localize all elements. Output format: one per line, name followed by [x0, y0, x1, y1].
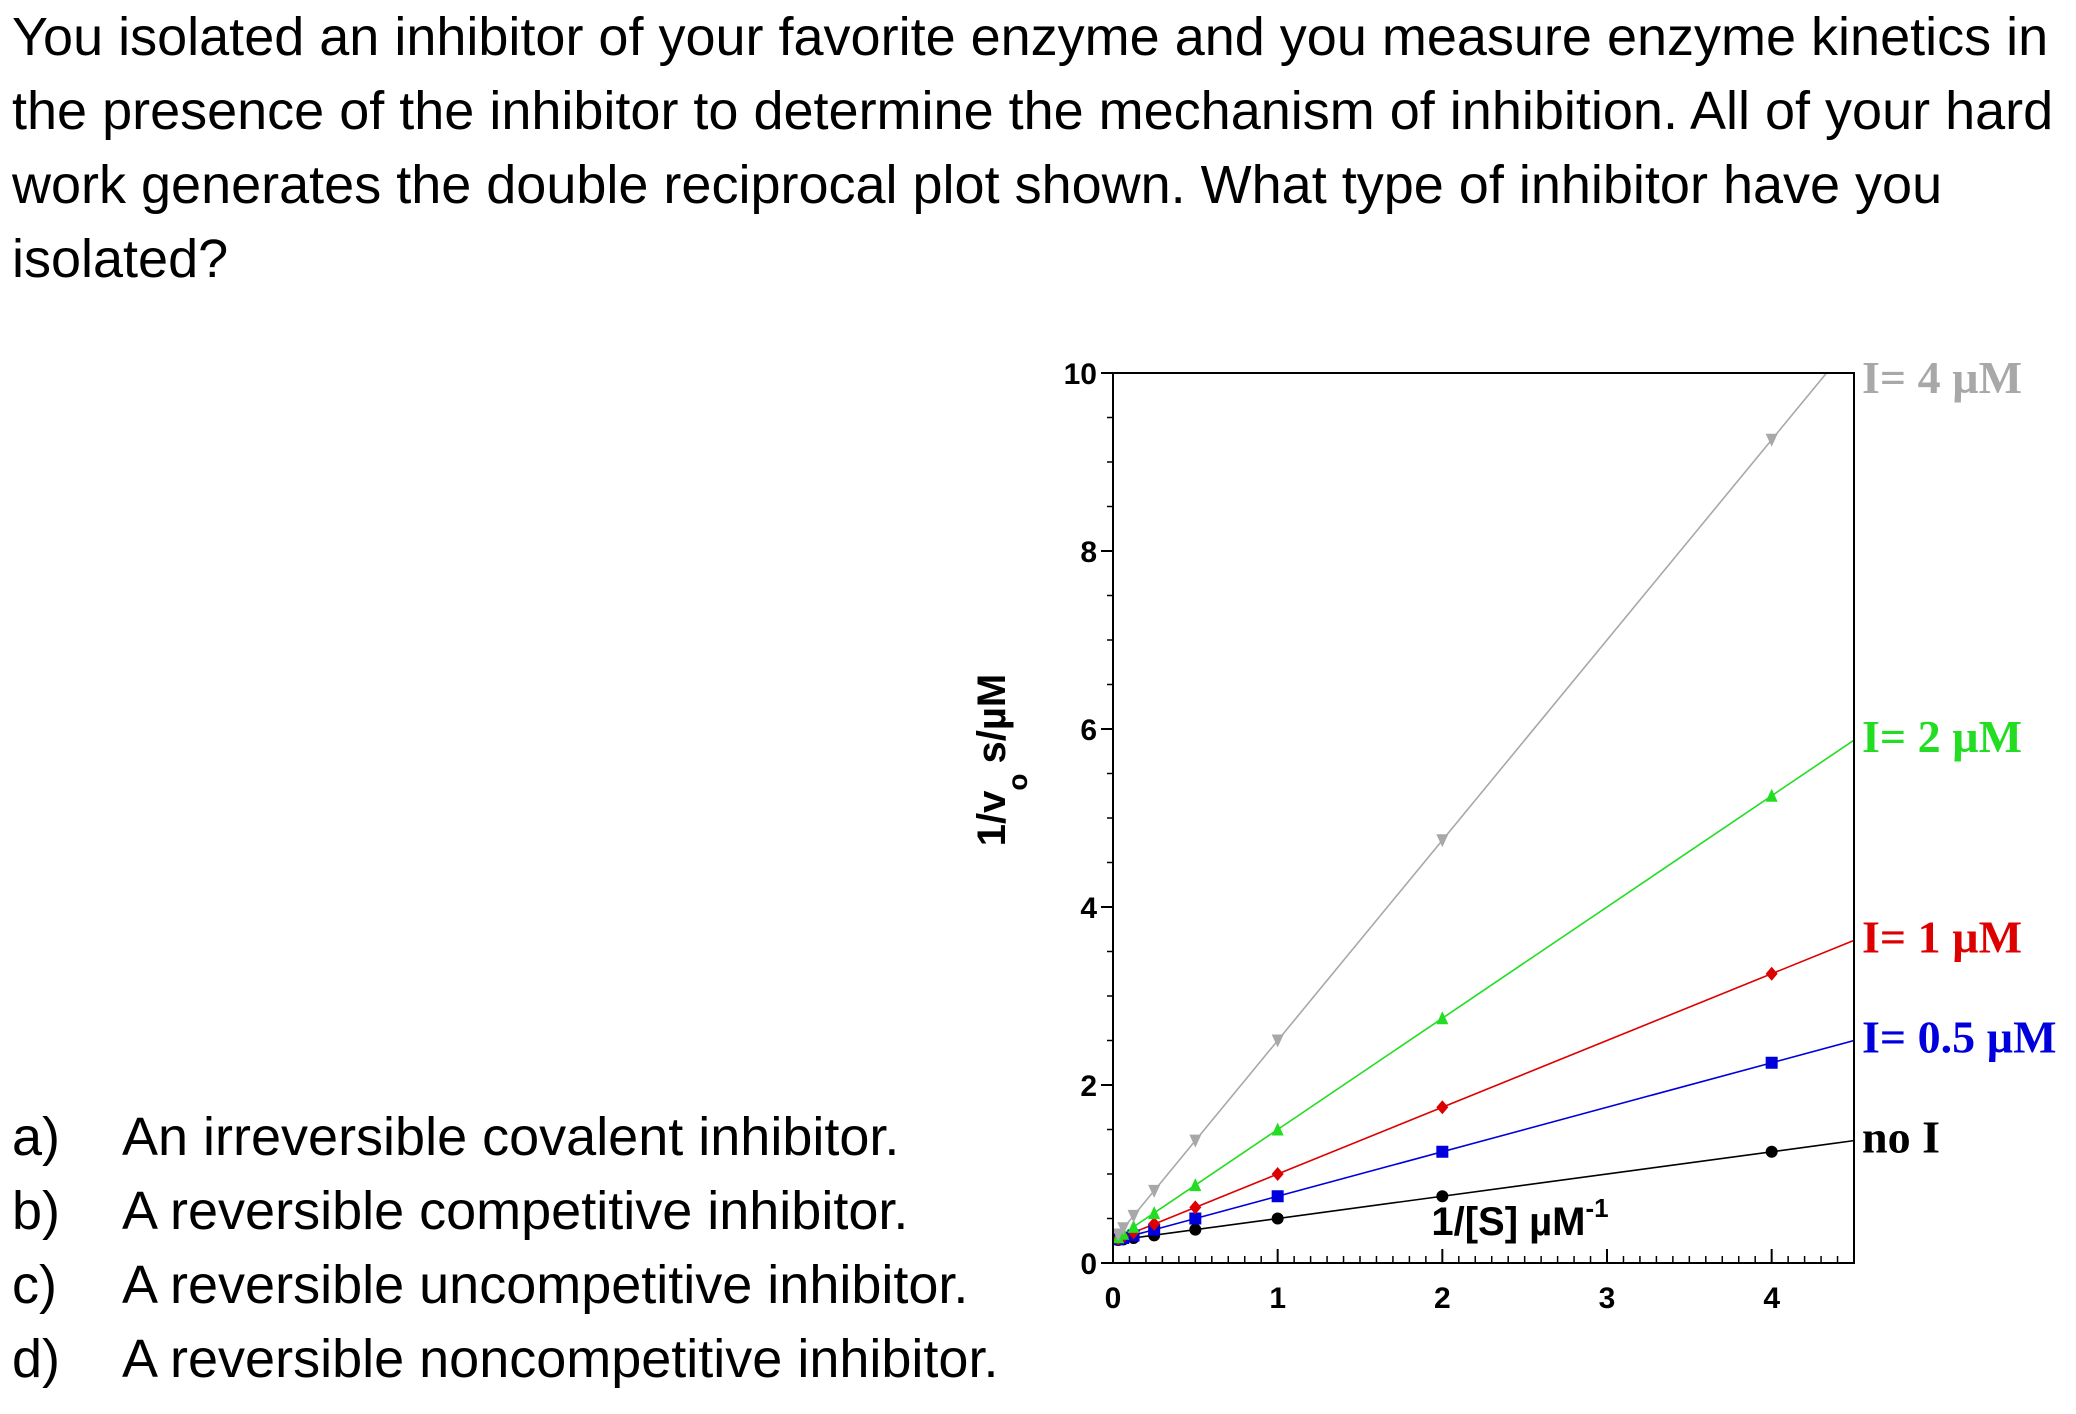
plot-frame: [1112, 372, 1855, 1264]
legend-label: I= 2 µM: [1862, 711, 2022, 762]
y-tick-label: 4: [1080, 892, 1097, 925]
data-point: [1112, 1228, 1125, 1242]
y-axis-label: 1/vos/µM: [970, 674, 1033, 846]
answer-b: b) A reversible competitive inhibitor.: [12, 1174, 908, 1248]
answer-text: A reversible noncompetitive inhibitor.: [122, 1329, 999, 1389]
series-line: [1113, 1139, 1854, 1242]
x-tick-label: 0: [1105, 1282, 1122, 1315]
data-point: [1189, 1134, 1202, 1148]
y-tick-label: 6: [1080, 714, 1097, 747]
data-point: [1271, 1190, 1284, 1203]
y-tick-label: 10: [1064, 358, 1097, 391]
data-point: [1271, 1122, 1284, 1136]
data-point: [1189, 1212, 1202, 1225]
legend-label: I= 4 µM: [1862, 352, 2022, 403]
y-tick-label: 0: [1080, 1248, 1097, 1281]
data-point: [1189, 1200, 1202, 1215]
answer-letter: d): [12, 1329, 61, 1389]
legend-label: I= 1 µM: [1862, 911, 2022, 962]
data-point: [1765, 1145, 1778, 1158]
series-line: [1113, 373, 1828, 1242]
data-point: [1436, 1145, 1449, 1158]
x-tick-label: 4: [1763, 1282, 1780, 1315]
data-point: [1189, 1178, 1202, 1192]
y-tick-label: 8: [1080, 536, 1097, 569]
data-point: [1117, 1222, 1130, 1236]
data-point: [1436, 1190, 1449, 1203]
series-line: [1113, 739, 1854, 1242]
answer-text: An irreversible covalent inhibitor.: [122, 1107, 900, 1167]
data-point: [1271, 1212, 1284, 1225]
x-tick-label: 3: [1599, 1282, 1616, 1315]
answer-d: d) A reversible noncompetitive inhibitor.: [12, 1322, 998, 1396]
y-tick-label: 2: [1080, 1070, 1097, 1103]
answer-c: c) A reversible uncompetitive inhibitor.: [12, 1248, 968, 1322]
legend-label: I= 0.5 µM: [1862, 1012, 2057, 1063]
x-tick-label: 1: [1269, 1282, 1286, 1315]
data-point: [1127, 1219, 1140, 1233]
data-point: [1189, 1223, 1202, 1236]
data-point: [1765, 433, 1778, 447]
data-point: [1148, 1184, 1161, 1198]
data-point: [1271, 1167, 1284, 1181]
data-point: [1765, 788, 1778, 802]
x-tick-label: 2: [1434, 1282, 1451, 1315]
data-point: [1127, 1209, 1140, 1223]
x-axis-label: 1/[S] µM-1: [1431, 1193, 1608, 1244]
answer-text: A reversible competitive inhibitor.: [122, 1181, 909, 1241]
legend-label: no I: [1862, 1112, 1940, 1163]
question-text: You isolated an inhibitor of your favori…: [12, 7, 2054, 289]
data-point: [1271, 1034, 1284, 1048]
data-point: [1436, 834, 1449, 848]
answer-letter: a): [12, 1107, 61, 1167]
data-point: [1436, 1100, 1449, 1115]
answer-a: a) An irreversible covalent inhibitor.: [12, 1100, 899, 1174]
answer-letter: c): [12, 1255, 57, 1315]
data-point: [1436, 1011, 1449, 1025]
data-point: [1765, 1056, 1778, 1069]
data-point: [1148, 1206, 1161, 1220]
data-point: [1765, 966, 1778, 981]
series-line: [1113, 939, 1854, 1242]
answer-letter: b): [12, 1181, 61, 1241]
answer-text: A reversible uncompetitive inhibitor.: [122, 1255, 969, 1315]
data-point: [1148, 1216, 1161, 1231]
series-line: [1113, 1039, 1854, 1242]
